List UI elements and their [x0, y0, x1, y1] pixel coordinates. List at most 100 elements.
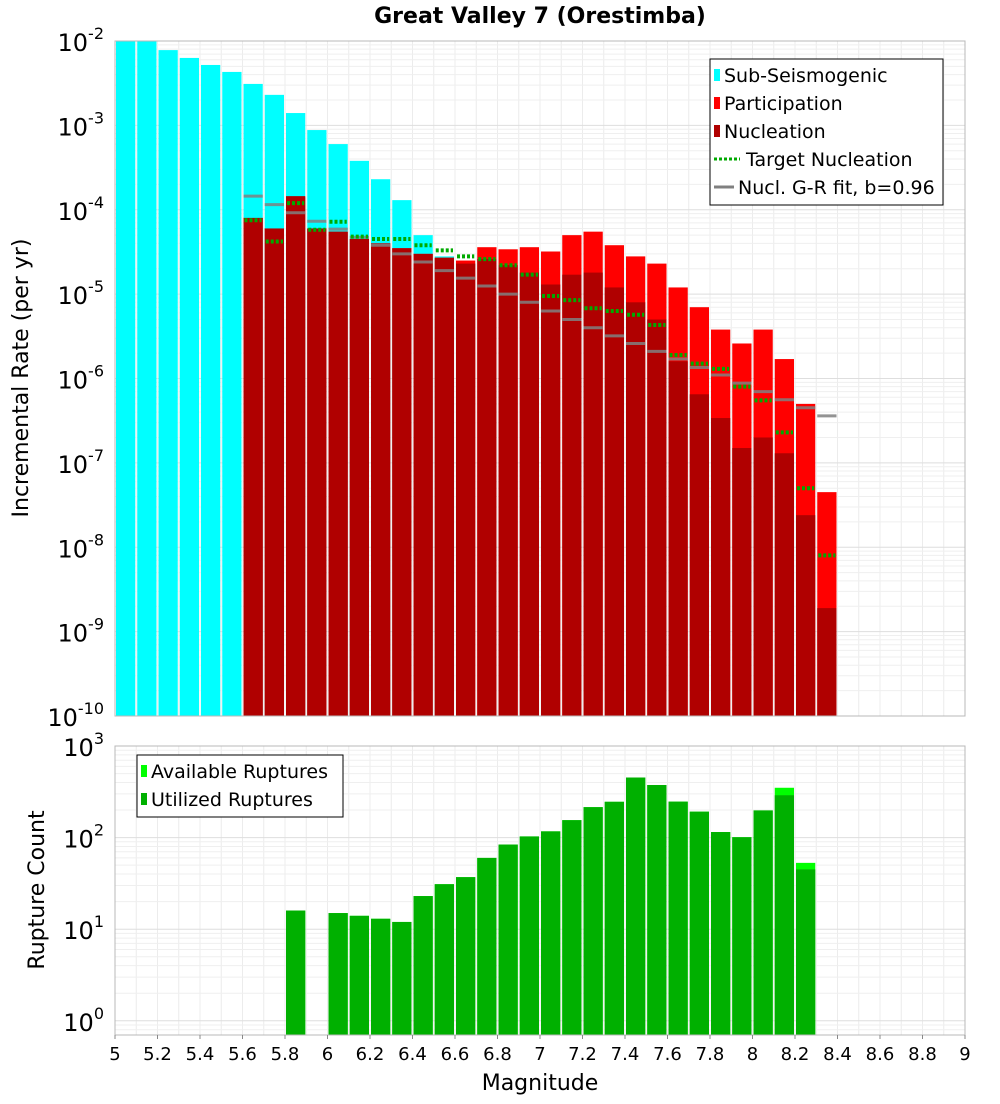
utilized-ruptures-bar [456, 877, 476, 1035]
nucleation-bar [689, 394, 709, 716]
utilized-ruptures-bar [732, 837, 752, 1035]
utilized-ruptures-bar [477, 857, 497, 1035]
top-legend-frame [709, 58, 944, 206]
top-legend-label: Participation [724, 93, 843, 115]
top-y-tick-label: 10-5 [58, 277, 105, 310]
x-tick-label: 8.8 [908, 1044, 937, 1065]
nucleation-bar [392, 248, 412, 717]
utilized-ruptures-bar [349, 915, 369, 1035]
x-tick-label: 7 [534, 1044, 545, 1065]
sub-seismogenic-bar [158, 50, 178, 717]
bottom-y-tick-label: 100 [63, 1004, 104, 1037]
nucleation-bar [286, 196, 306, 716]
bottom-legend-label: Available Ruptures [151, 761, 328, 783]
top-plot-frame [114, 40, 966, 717]
top-y-tick-label: 10-6 [58, 362, 105, 395]
utilized-ruptures-bar [498, 844, 518, 1035]
utilized-ruptures-bar [562, 820, 582, 1035]
utilized-ruptures-bar [519, 836, 539, 1035]
top-y-tick-label: 10-2 [58, 24, 105, 57]
nucleation-bar [434, 257, 454, 716]
utilized-ruptures-bar [753, 810, 773, 1035]
chart-title: Great Valley 7 (Orestimba) [374, 4, 706, 29]
nucleation-bar [604, 287, 624, 716]
sub-seismogenic-bar [201, 64, 221, 716]
nucleation-bar [541, 284, 561, 716]
top-bars [116, 41, 837, 717]
utilized-ruptures-bar [668, 801, 688, 1035]
utilized-ruptures-bar [604, 801, 624, 1035]
nucleation-bar [647, 319, 667, 716]
x-ticks: 5 5.2 5.4 5.6 5.8 6 6.2 6.4 6.6 6.8 7 7.2 7.4 7.6 7.8 8… [109, 1035, 971, 1065]
top-legend-swatch [714, 125, 720, 137]
utilized-ruptures-bar [328, 913, 348, 1035]
utilized-ruptures-bar [774, 795, 794, 1035]
bottom-y-tick-label: 102 [63, 821, 104, 854]
bottom-legend-swatch [141, 765, 147, 777]
x-tick-label: 7.6 [653, 1044, 682, 1065]
bottom-y-axis-label: Rupture Count [25, 810, 50, 970]
x-tick-label: 7.8 [696, 1044, 725, 1065]
bottom-y-tick-label: 103 [63, 729, 104, 762]
nucleation-bar [413, 253, 433, 716]
top-y-axis-label: Incremental Rate (per yr) [9, 239, 34, 518]
nucleation-bar [477, 259, 497, 716]
x-tick-label: 6 [322, 1044, 333, 1065]
sub-seismogenic-bar [137, 41, 157, 716]
top-legend-label: Nucl. G-R fit, b=0.96 [738, 177, 935, 199]
bottom-legend-label: Utilized Ruptures [151, 789, 313, 811]
utilized-ruptures-bar [541, 831, 561, 1035]
top-legend-label: Nucleation [724, 121, 826, 143]
x-tick-label: 8 [747, 1044, 758, 1065]
top-y-tick-label: 10-8 [58, 530, 105, 563]
nucleation-bar [668, 361, 688, 716]
x-tick-label: 5.8 [271, 1044, 300, 1065]
x-tick-label: 6.6 [441, 1044, 470, 1065]
top-legend-label: Sub-Seismogenic [724, 65, 888, 87]
nucleation-bar [711, 418, 731, 716]
utilized-ruptures-bar [371, 918, 391, 1035]
nucleation-bar [264, 228, 284, 716]
x-tick-label: 8.2 [781, 1044, 810, 1065]
x-tick-label: 5.6 [228, 1044, 257, 1065]
nucleation-bar [498, 265, 518, 716]
x-tick-label: 6.8 [483, 1044, 512, 1065]
nucleation-bar [626, 302, 646, 716]
nucleation-bar [562, 274, 582, 716]
x-tick-label: 6.2 [356, 1044, 385, 1065]
x-tick-label: 9 [959, 1044, 970, 1065]
sub-seismogenic-bar [116, 41, 136, 716]
top-y-tick-label: 10-4 [58, 193, 105, 226]
bottom-legend-swatch [141, 793, 147, 805]
top-y-ticks: 10-10 10-9 10-8 10-7 10-6 10-5 10-4 10-3 10-2 [47, 24, 104, 732]
x-tick-label: 6.4 [398, 1044, 427, 1065]
utilized-ruptures-bar [689, 811, 709, 1035]
top-legend-swatch [714, 97, 720, 109]
nucleation-bar [243, 217, 263, 716]
utilized-ruptures-bar [626, 777, 646, 1035]
nucleation-bar [519, 272, 539, 716]
bottom-y-tick-label: 101 [63, 912, 104, 945]
x-tick-label: 8.4 [823, 1044, 852, 1065]
bottom-legend-frame [136, 754, 344, 818]
nucleation-bar [307, 228, 327, 716]
nucleation-bar [456, 263, 476, 716]
top-y-tick-label: 10-9 [58, 615, 105, 648]
nucleation-bar [583, 272, 603, 716]
x-tick-label: 7.2 [568, 1044, 597, 1065]
top-legend-swatch [714, 69, 720, 81]
top-lines [243, 194, 837, 558]
utilized-ruptures-bar [711, 832, 731, 1035]
utilized-ruptures-bar [796, 869, 816, 1035]
top-y-tick-label: 10-7 [58, 446, 105, 479]
x-tick-label: 5.4 [186, 1044, 215, 1065]
bottom-legend: Available Ruptures Utilized Ruptures [136, 754, 344, 818]
top-legend-label: Target Nucleation [745, 149, 913, 171]
top-y-tick-label: 10-3 [58, 108, 105, 141]
utilized-ruptures-bar [392, 921, 412, 1035]
nucleation-bar [774, 453, 794, 716]
nucleation-bar [796, 515, 816, 716]
utilized-ruptures-bar [583, 807, 603, 1035]
